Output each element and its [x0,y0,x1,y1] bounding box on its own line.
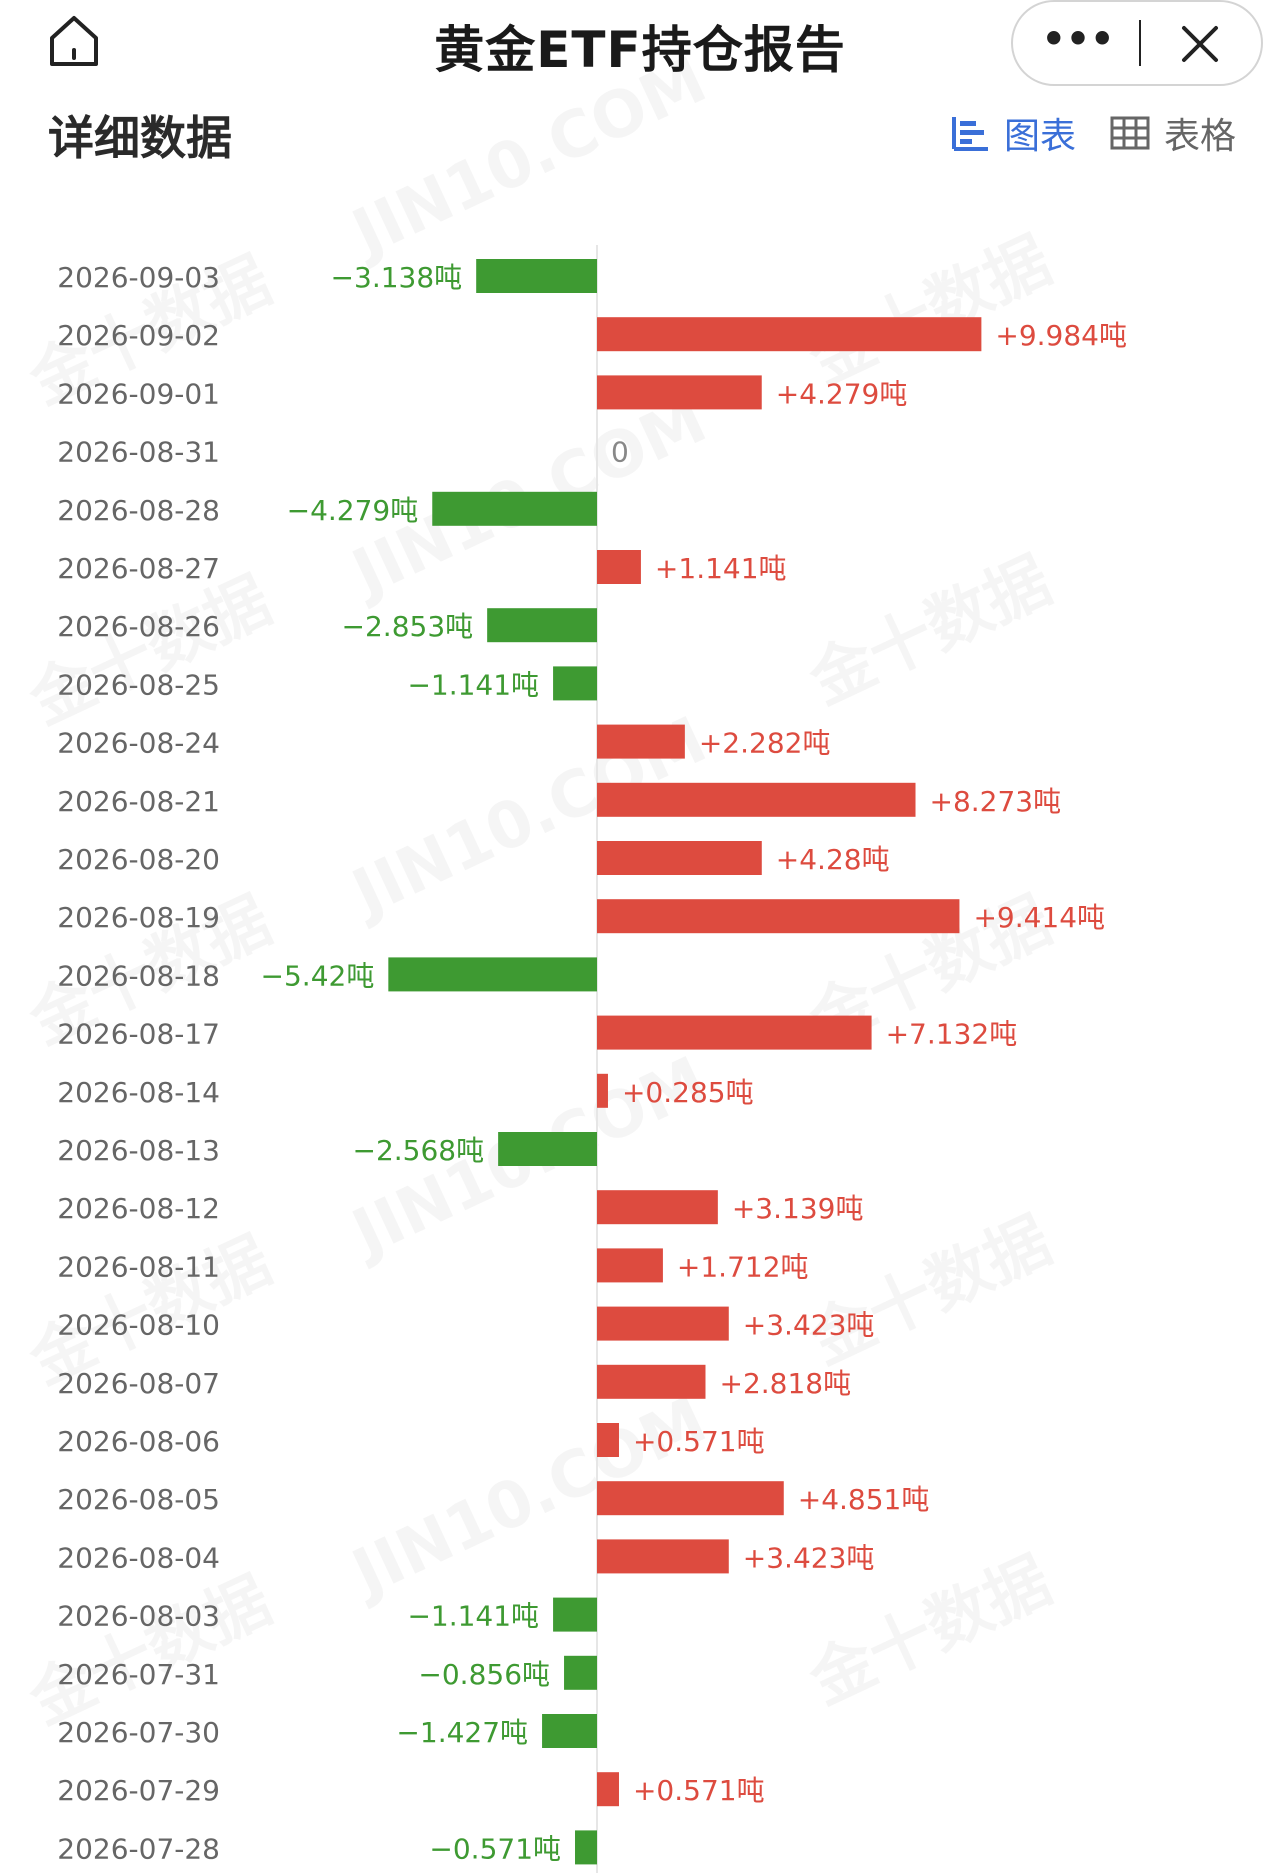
decrease-bar[interactable] [498,1132,597,1166]
value-data-label: +7.132吨 [886,1018,1018,1051]
decrease-bar[interactable] [553,1597,597,1632]
section-title: 详细数据 [48,111,232,165]
value-data-label: +4.279吨 [776,377,908,410]
date-tick-label: 2026-08-18 [57,959,220,992]
value-data-label: +0.571吨 [633,1425,765,1458]
date-tick-label: 2026-08-13 [57,1134,220,1167]
increase-bar[interactable] [597,1306,729,1341]
increase-bar[interactable] [597,1073,608,1108]
value-data-label: +3.423吨 [743,1541,875,1574]
decrease-bar[interactable] [564,1655,597,1690]
decrease-bar[interactable] [487,608,597,643]
date-tick-label: 2026-09-02 [57,319,220,352]
increase-bar[interactable] [597,1772,619,1807]
increase-bar[interactable] [597,899,960,934]
date-tick-label: 2026-07-28 [57,1832,220,1865]
value-data-label: +8.273吨 [930,785,1062,818]
date-tick-label: 2026-08-05 [57,1483,220,1516]
date-tick-label: 2026-08-06 [57,1425,220,1458]
value-data-label: +0.285吨 [622,1076,754,1109]
date-tick-label: 2026-08-26 [57,610,220,643]
date-tick-label: 2026-08-04 [57,1541,220,1574]
capsule-divider [1139,20,1141,66]
date-tick-label: 2026-07-31 [57,1658,220,1691]
value-data-label: +0.571吨 [633,1774,765,1807]
value-data-label: −0.571吨 [429,1832,561,1865]
date-tick-label: 2026-08-19 [57,901,220,934]
value-data-label: 0 [611,436,629,469]
value-data-label: −5.42吨 [261,959,375,992]
mini-program-capsule: ••• [1011,0,1263,86]
date-tick-label: 2026-08-14 [57,1076,220,1109]
increase-bar[interactable] [597,724,685,759]
increase-bar[interactable] [597,1364,706,1399]
view-table-label: 表格 [1164,116,1237,157]
increase-bar[interactable] [597,782,916,817]
value-data-label: −1.141吨 [407,1600,539,1633]
date-tick-label: 2026-08-31 [57,436,220,469]
table-icon [1110,116,1150,150]
value-data-label: +4.28吨 [776,843,890,876]
home-icon[interactable] [44,10,104,70]
bar-chart-icon [952,117,988,151]
value-data-label: +2.282吨 [699,727,831,760]
increase-bar[interactable] [597,841,762,875]
close-icon[interactable] [1178,22,1222,66]
value-data-label: −1.427吨 [396,1716,528,1749]
date-tick-label: 2026-08-11 [57,1250,220,1283]
date-tick-label: 2026-07-30 [57,1716,220,1749]
view-chart-label: 图表 [1004,116,1077,157]
decrease-bar[interactable] [542,1714,597,1748]
value-data-label: −3.138吨 [331,261,463,294]
date-tick-label: 2026-09-01 [57,377,220,410]
decrease-bar[interactable] [476,259,597,293]
value-data-label: −4.279吨 [287,494,419,527]
view-table-toggle[interactable]: 表格 [1110,108,1236,158]
view-chart-toggle[interactable]: 图表 [950,108,1076,158]
date-tick-label: 2026-08-27 [57,552,220,585]
decrease-bar[interactable] [388,957,597,992]
increase-bar[interactable] [597,1248,663,1283]
value-data-label: +1.712吨 [677,1250,809,1283]
increase-bar[interactable] [597,317,982,352]
date-tick-label: 2026-08-28 [57,494,220,527]
increase-bar[interactable] [597,1015,872,1050]
decrease-bar[interactable] [432,491,597,526]
date-tick-label: 2026-08-03 [57,1600,220,1633]
etf-holdings-bar-chart: 2026-09-03 −3.138吨 2026-09-02 +9.984吨 2026-0… [57,245,1127,1873]
value-data-label: +3.139吨 [732,1192,864,1225]
increase-bar[interactable] [597,1481,784,1516]
date-tick-label: 2026-09-03 [57,261,220,294]
date-tick-label: 2026-07-29 [57,1774,220,1807]
value-data-label: +1.141吨 [655,552,787,585]
value-data-label: +2.818吨 [719,1367,851,1400]
date-tick-label: 2026-08-24 [57,727,220,760]
increase-bar[interactable] [597,550,641,584]
date-tick-label: 2026-08-25 [57,668,220,701]
value-data-label: +9.414吨 [973,901,1105,934]
value-data-label: +3.423吨 [743,1309,875,1342]
value-data-label: −2.853吨 [342,610,474,643]
increase-bar[interactable] [597,1539,729,1574]
date-tick-label: 2026-08-20 [57,843,220,876]
date-tick-label: 2026-08-07 [57,1367,220,1400]
value-data-label: −2.568吨 [353,1134,485,1167]
increase-bar[interactable] [597,1190,718,1225]
value-data-label: −1.141吨 [407,668,539,701]
increase-bar[interactable] [597,1423,619,1457]
date-tick-label: 2026-08-12 [57,1192,220,1225]
top-bar: 黄金ETF持仓报告 ••• [0,0,1280,90]
date-tick-label: 2026-08-10 [57,1309,220,1342]
increase-bar[interactable] [597,375,762,410]
date-tick-label: 2026-08-17 [57,1018,220,1051]
value-data-label: +9.984吨 [995,319,1127,352]
value-data-label: −0.856吨 [418,1658,550,1691]
page-title: 黄金ETF持仓报告 [434,21,846,79]
decrease-bar[interactable] [553,666,597,701]
date-tick-label: 2026-08-21 [57,785,220,818]
more-menu-button[interactable]: ••• [1041,17,1115,61]
value-data-label: +4.851吨 [798,1483,930,1516]
decrease-bar[interactable] [575,1830,597,1865]
